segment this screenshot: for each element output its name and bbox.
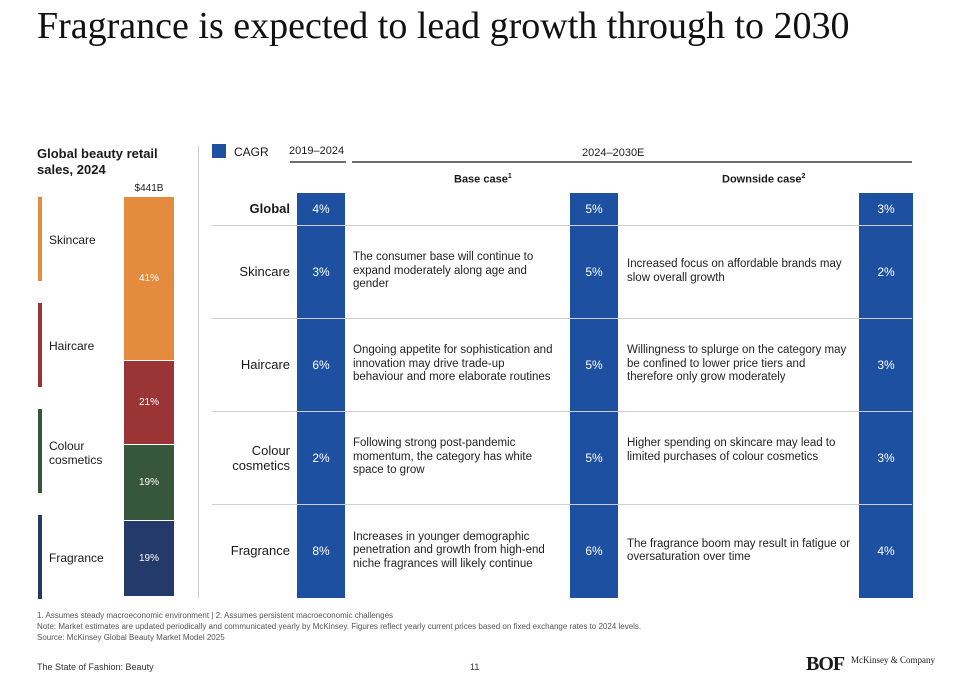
bar-segment-value: 19%	[138, 553, 159, 564]
downside-case-description: The fragrance boom may result in fatigue…	[627, 537, 851, 564]
bar-segment-skincare: 41%	[124, 197, 174, 360]
page-number: 11	[470, 662, 480, 672]
cagr-value-down: 4%	[877, 544, 895, 558]
row-divider	[212, 225, 912, 226]
cagr-value-hist: 3%	[312, 264, 330, 279]
category-label: Skincare	[49, 233, 96, 247]
row-divider	[212, 318, 912, 319]
bar-segment-value: 19%	[138, 477, 159, 488]
downside-case-header: Downside case2	[722, 173, 806, 186]
cagr-value-base: 5%	[585, 202, 603, 216]
cagr-value-down: 3%	[877, 450, 895, 465]
total-sales-label: $441B	[134, 183, 164, 194]
category-label: Fragrance	[49, 551, 104, 565]
cagr-value-base: 5%	[585, 450, 603, 465]
row-label: Skincare	[239, 263, 290, 279]
bar-segment-value: 21%	[138, 397, 159, 408]
bar-segment-fragrance: 19%	[124, 521, 174, 596]
bar-segment-colour-cosmetics: 19%	[124, 445, 174, 520]
header-rule	[352, 161, 912, 163]
cagr-value-hist: 6%	[312, 357, 330, 372]
legend-label: CAGR	[234, 145, 269, 159]
legend-swatch	[212, 144, 226, 158]
mckinsey-logo: McKinsey & Company	[851, 655, 935, 665]
cagr-column-2019-2024	[297, 193, 345, 598]
footnote-1: 1. Assumes steady macroeconomic environm…	[37, 611, 394, 620]
row-label: Colour cosmetics	[232, 442, 290, 473]
cagr-value-down: 2%	[877, 264, 895, 279]
base-case-description: Ongoing appetite for sophistication and …	[353, 344, 553, 384]
cagr-value-hist: 8%	[312, 544, 330, 558]
downside-case-description: Higher spending on skincare may lead to …	[627, 437, 836, 463]
row-label: Fragrance	[230, 543, 290, 558]
category-marker	[38, 303, 42, 387]
cagr-value-base: 5%	[585, 264, 603, 279]
footnote-source: Source: McKinsey Global Beauty Market Mo…	[37, 633, 225, 642]
category-label: Colour cosmetics	[49, 439, 103, 467]
base-case-description: Increases in younger demographic penetra…	[353, 530, 545, 570]
category-marker	[38, 515, 42, 599]
cagr-value-down: 3%	[877, 202, 895, 216]
cagr-value-hist: 2%	[312, 450, 330, 465]
header-rule	[290, 161, 346, 163]
page-title: Fragrance is expected to lead growth thr…	[37, 5, 850, 47]
row-divider	[212, 504, 912, 505]
cagr-column-downside-case	[859, 193, 913, 598]
row-divider	[212, 411, 912, 412]
downside-case-description: Willingness to splurge on the category m…	[627, 344, 847, 384]
cagr-column-base-case	[570, 193, 618, 598]
panel-divider	[198, 146, 199, 598]
row-label: Haircare	[240, 356, 290, 372]
bar-segment-value: 41%	[138, 273, 159, 284]
cagr-value-base: 6%	[585, 544, 603, 558]
base-case-description: Following strong post-pandemic momentum,…	[353, 437, 532, 477]
category-label: Haircare	[49, 339, 95, 353]
bar-segment-haircare: 21%	[124, 361, 174, 444]
period-header-2024-2030: 2024–2030E	[582, 147, 645, 159]
publication-name: The State of Fashion: Beauty	[37, 662, 154, 672]
category-marker	[38, 409, 42, 493]
cagr-value-base: 5%	[585, 357, 603, 372]
period-header-2019-2024: 2019–2024	[289, 145, 345, 157]
bof-logo: BOF	[806, 653, 845, 675]
downside-case-description: Increased focus on affordable brands may…	[627, 258, 842, 284]
left-panel-title: Global beauty retail sales, 2024	[37, 146, 158, 177]
base-case-description: The consumer base will continue to expan…	[353, 251, 534, 291]
category-marker	[38, 197, 42, 281]
cagr-value-down: 3%	[877, 357, 895, 372]
cagr-value-hist: 4%	[312, 202, 330, 216]
row-label: Global	[249, 201, 290, 216]
base-case-header: Base case1	[454, 173, 512, 186]
footnote-note: Note: Market estimates are updated perio…	[37, 622, 642, 631]
